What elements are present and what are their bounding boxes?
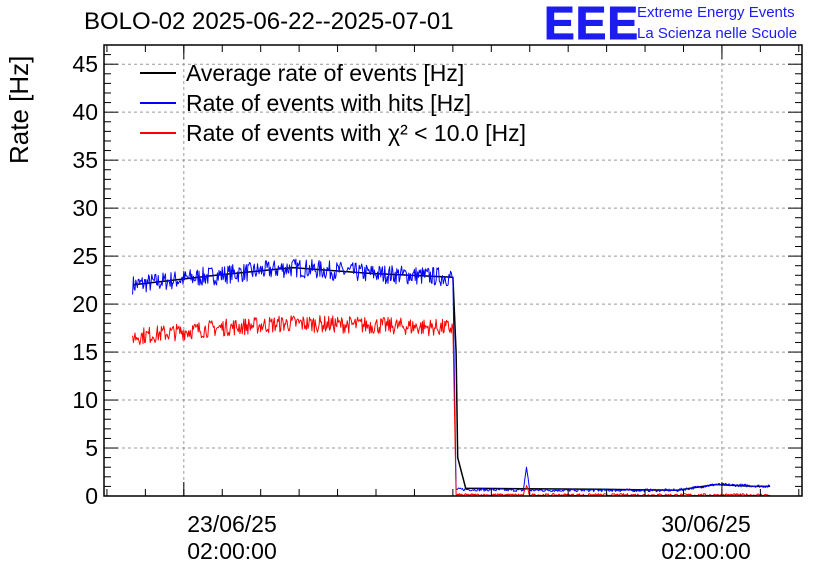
legend-swatch-average	[140, 72, 176, 74]
legend-label-chi2: Rate of events with χ² < 10.0 [Hz]	[186, 119, 526, 146]
y-tick-label: 20	[72, 291, 98, 317]
x-tick-2-date: 30/06/25	[661, 511, 751, 537]
plot-frame	[103, 44, 803, 497]
eee-logo: EEE	[543, 0, 640, 49]
chart-title: BOLO-02 2025-06-22--2025-07-01	[84, 8, 454, 35]
x-tick-label-2: 30/06/25 02:00:00	[626, 511, 786, 565]
y-tick-label: 0	[85, 483, 98, 509]
x-tick-1-time: 02:00:00	[187, 538, 277, 564]
legend-item-chi2: Rate of events with χ² < 10.0 [Hz]	[140, 118, 526, 148]
legend-swatch-hits	[140, 102, 176, 104]
x-tick-1-date: 23/06/25	[187, 511, 277, 537]
y-tick-label: 10	[72, 387, 98, 413]
y-tick-label: 40	[72, 99, 98, 125]
x-tick-label-1: 23/06/25 02:00:00	[152, 511, 312, 565]
x-tick-2-time: 02:00:00	[661, 538, 751, 564]
series-line-hits	[132, 258, 771, 493]
y-tick-label: 15	[72, 339, 98, 365]
axes: 0 5 10 15 20 25 30 35 40 45	[72, 44, 803, 509]
logo-text-line1: Extreme Energy Events	[637, 4, 795, 21]
y-tick-label: 45	[72, 51, 98, 77]
y-tick-label: 25	[72, 243, 98, 269]
series-line-chi2	[132, 315, 771, 496]
legend: Average rate of events [Hz] Rate of even…	[140, 58, 526, 148]
logo-text-line2: La Scienza nelle Scuole	[637, 25, 798, 42]
legend-label-hits: Rate of events with hits [Hz]	[186, 89, 472, 116]
legend-item-hits: Rate of events with hits [Hz]	[140, 88, 526, 118]
series-lines	[132, 258, 771, 496]
legend-swatch-chi2	[140, 132, 176, 134]
legend-item-average: Average rate of events [Hz]	[140, 58, 526, 88]
y-axis-label: Rate [Hz]	[4, 55, 34, 164]
y-tick-label: 30	[72, 195, 98, 221]
y-tick-label: 35	[72, 147, 98, 173]
legend-label-average: Average rate of events [Hz]	[186, 59, 465, 86]
y-tick-label: 5	[85, 435, 98, 461]
series-line-average	[132, 266, 770, 491]
